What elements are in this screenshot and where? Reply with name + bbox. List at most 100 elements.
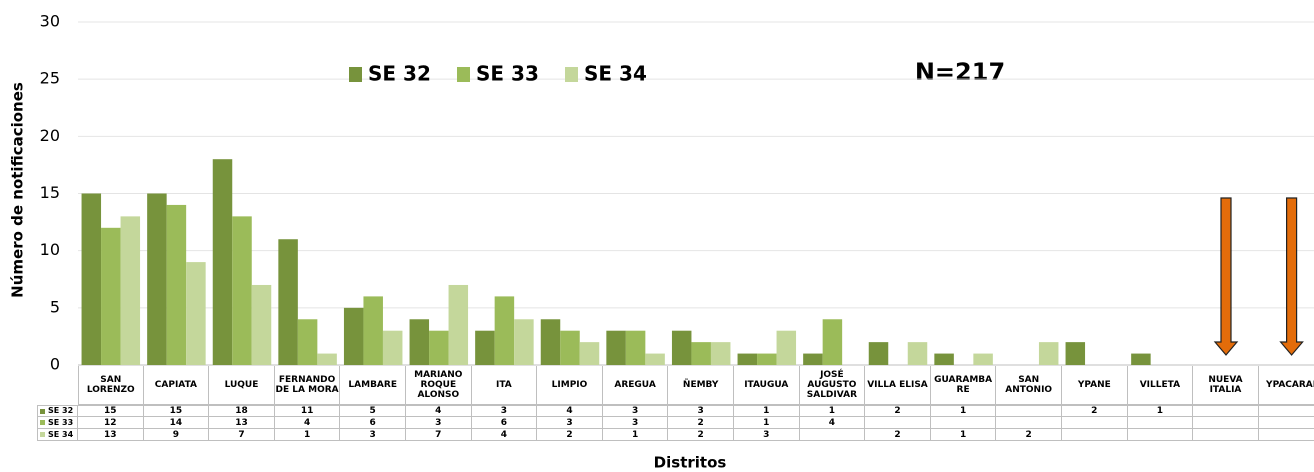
bar [120,216,141,365]
bar [973,353,993,365]
row-swatch [40,432,45,437]
table-value: 3 [471,405,538,417]
category-label: ITAUGUA [734,366,800,405]
arrow [1279,197,1304,356]
table-value: 1 [734,417,800,429]
table-value: 2 [668,429,734,441]
y-tick-label: 10 [40,240,60,259]
bar [625,330,646,365]
bar [757,353,777,365]
legend-swatch [565,67,578,82]
bar [363,296,383,365]
table-value: 3 [340,429,406,441]
table-value [1193,417,1259,429]
bar [514,319,534,365]
table-value: 2 [865,405,931,417]
table-value [799,429,866,441]
bar [343,307,364,365]
table-value: 9 [143,429,210,441]
table-value: 3 [537,417,603,429]
bar [776,330,797,365]
category-label: GUARAMBARE [930,366,997,405]
table-value: 3 [602,405,669,417]
legend-label: SE 32 [368,62,431,86]
table-value: 7 [406,429,472,441]
table-value [1062,429,1128,441]
table-value: 2 [537,429,603,441]
row-label: SE 33 [37,417,78,429]
y-tick-label: 25 [40,69,60,88]
table-value: 3 [406,417,472,429]
table-value [1127,429,1194,441]
category-label: LIMPIO [537,366,603,405]
y-tick-label: 0 [50,355,60,374]
row-swatch [40,408,45,414]
legend-label: SE 33 [476,62,539,86]
row-label: SE 34 [37,429,78,441]
annotation: N=217 [915,58,1005,86]
bar [494,296,515,365]
table-value: 4 [274,417,341,429]
bar [1038,342,1059,365]
table-value: 1 [930,405,997,417]
bar [317,353,337,365]
bar [101,227,121,365]
bar [868,342,889,365]
table-value: 1 [734,405,800,417]
bar [448,284,469,365]
bar [671,330,692,365]
category-label: CAPIATA [143,366,210,405]
table-value [1193,405,1259,417]
table-value [930,417,997,429]
table-value: 1 [602,429,669,441]
bar [475,330,495,365]
arrow [1213,197,1239,356]
x-axis-title: Distritos [654,454,727,472]
bar [382,330,403,365]
bar [429,330,449,365]
category-label: SAN LORENZO [78,366,144,405]
table-value: 2 [668,417,734,429]
table-value: 13 [209,417,275,429]
category-label: SAN ANTONIO [996,366,1062,405]
category-label: YPANE [1062,366,1128,405]
table-value: 1 [799,405,866,417]
y-tick-label: 5 [50,297,60,316]
bar [81,193,102,365]
category-label: AREGUA [602,366,669,405]
table-value [1258,429,1314,441]
bar [907,342,928,365]
bar [579,342,600,365]
table-value [996,417,1062,429]
bar [803,353,823,365]
row-label: SE 32 [37,405,78,417]
table-value: 2 [865,429,931,441]
table-value [1193,429,1259,441]
y-tick-label: 20 [40,126,60,145]
legend-label: SE 34 [584,62,647,86]
table-value: 6 [340,417,406,429]
table-value: 4 [537,405,603,417]
bar [212,159,233,365]
table-value: 3 [668,405,734,417]
legend-swatch [349,67,362,82]
category-label: VILLETA [1127,366,1194,405]
category-label: JOSÉ AUGUSTO SALDIVAR [799,366,866,405]
bar [1131,353,1151,365]
table-value: 14 [143,417,210,429]
bar [934,353,954,365]
bar [645,353,665,365]
table-value: 12 [78,417,144,429]
bar [691,342,711,365]
table-value: 4 [799,417,866,429]
row-name: SE 32 [48,406,74,415]
table-value: 5 [340,405,406,417]
bar [606,330,626,365]
table-value [1258,405,1314,417]
category-label: ITA [471,366,538,405]
category-label: NUEVA ITALIA [1193,366,1259,405]
table-value: 18 [209,405,275,417]
legend-swatch [457,67,470,82]
